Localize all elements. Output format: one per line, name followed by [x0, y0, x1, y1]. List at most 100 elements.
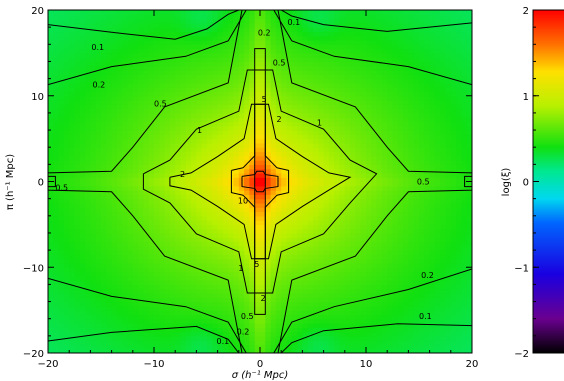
heatmap-cell [244, 232, 250, 238]
heatmap-cell [328, 91, 335, 97]
heatmap-cell [79, 78, 86, 84]
heatmap-cell [164, 95, 171, 101]
heatmap-cell [63, 292, 70, 298]
heatmap-cell [79, 48, 86, 54]
heatmap-cell [95, 142, 102, 148]
heatmap-cell [371, 65, 378, 71]
heatmap-cell [328, 18, 335, 24]
heatmap-cell [222, 18, 229, 24]
heatmap-cell [48, 181, 54, 187]
heatmap-cell [297, 172, 303, 178]
heatmap-cell [222, 215, 229, 221]
heatmap-cell [175, 52, 182, 58]
heatmap-cell [143, 44, 150, 50]
heatmap-cell [63, 301, 70, 307]
heatmap-cell [159, 65, 166, 71]
heatmap-cell [164, 65, 171, 71]
heatmap-cell [260, 177, 266, 183]
heatmap-cell [116, 10, 123, 15]
heatmap-cell [159, 108, 166, 114]
heatmap-cell [63, 310, 70, 316]
heatmap-cell [260, 348, 266, 353]
heatmap-cell [63, 65, 70, 71]
heatmap-cell [334, 211, 341, 217]
heatmap-cell [90, 48, 97, 54]
heatmap-cell [302, 40, 309, 45]
heatmap-cell [196, 305, 203, 311]
heatmap-cell [334, 224, 341, 230]
heatmap-cell [116, 57, 123, 63]
heatmap-cell [360, 151, 367, 157]
heatmap-cell [344, 134, 351, 140]
heatmap-cell [159, 241, 166, 247]
heatmap-cell [265, 117, 272, 123]
heatmap-cell [371, 108, 378, 114]
heatmap-cell [344, 168, 351, 174]
heatmap-cell [323, 52, 330, 58]
heatmap-cell [344, 348, 351, 353]
heatmap-cell [339, 117, 346, 123]
heatmap-cell [69, 177, 76, 183]
heatmap-cell [58, 10, 65, 15]
heatmap-cell [366, 112, 372, 118]
heatmap-cell [360, 48, 367, 54]
heatmap-cell [85, 142, 91, 148]
heatmap-cell [95, 327, 102, 333]
heatmap-cell [344, 254, 351, 260]
heatmap-cell [328, 121, 335, 127]
heatmap-cell [180, 112, 187, 118]
heatmap-cell [69, 40, 76, 45]
heatmap-cell [275, 82, 282, 88]
heatmap-cell [63, 215, 70, 221]
heatmap-cell [138, 262, 144, 268]
heatmap-cell [344, 318, 351, 324]
heatmap-cell [175, 57, 182, 63]
heatmap-cell [48, 164, 54, 170]
heatmap-cell [90, 117, 97, 123]
heatmap-cell [185, 104, 192, 110]
heatmap-cell [302, 335, 309, 341]
heatmap-cell [95, 314, 102, 320]
heatmap-cell [281, 164, 288, 170]
heatmap-cell [270, 155, 277, 161]
heatmap-cell [254, 335, 261, 341]
heatmap-cell [238, 198, 245, 204]
heatmap-cell [238, 335, 245, 341]
heatmap-cell [53, 348, 60, 353]
heatmap-cell [90, 318, 97, 324]
heatmap-cell [85, 331, 91, 337]
heatmap-cell [222, 134, 229, 140]
heatmap-cell [212, 267, 219, 273]
heatmap-cell [207, 82, 213, 88]
heatmap-cell [138, 22, 144, 28]
heatmap-cell [297, 245, 303, 251]
heatmap-cell [101, 198, 107, 204]
heatmap-cell [328, 57, 335, 63]
heatmap-cell [79, 292, 86, 298]
heatmap-cell [360, 31, 367, 37]
heatmap-cell [143, 87, 150, 93]
heatmap-cell [228, 147, 235, 153]
heatmap-cell [344, 224, 351, 230]
heatmap-cell [339, 142, 346, 148]
heatmap-cell [233, 258, 240, 264]
heatmap-cell [217, 134, 224, 140]
heatmap-cell [281, 70, 288, 75]
heatmap-cell [154, 82, 160, 88]
heatmap-cell [350, 164, 356, 170]
heatmap-cell [58, 331, 65, 337]
heatmap-cell [286, 74, 293, 80]
heatmap-cell [74, 220, 81, 225]
heatmap-cell [281, 125, 288, 131]
heatmap-cell [344, 65, 351, 71]
heatmap-cell [265, 31, 272, 37]
heatmap-cell [344, 155, 351, 161]
heatmap-cell [132, 104, 139, 110]
heatmap-cell [249, 254, 256, 260]
heatmap-cell [143, 121, 150, 127]
heatmap-cell [318, 35, 325, 41]
heatmap-cell [222, 292, 229, 298]
heatmap-cell [175, 147, 182, 153]
heatmap-cell [313, 211, 319, 217]
heatmap-cell [302, 245, 309, 251]
